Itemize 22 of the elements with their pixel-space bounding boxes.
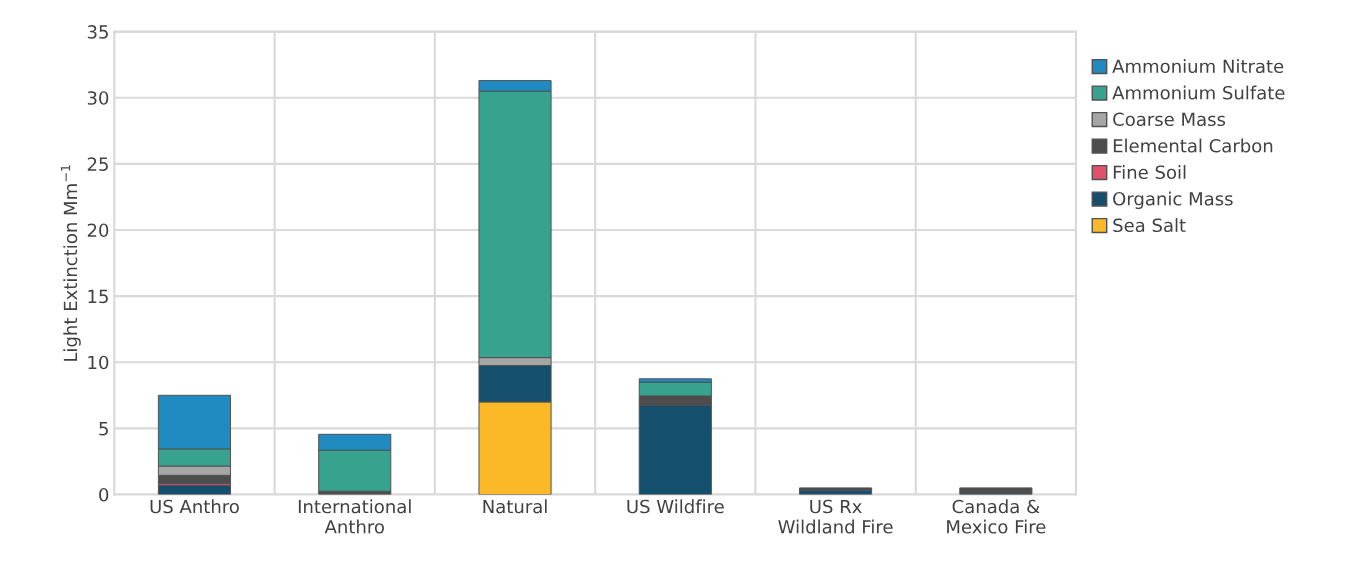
x-tick-label: US Rx Wildland Fire	[778, 499, 893, 534]
y-tick-label: 10	[88, 355, 109, 370]
x-tick-label: Natural	[483, 499, 547, 514]
legend-label: Ammonium Nitrate	[1112, 59, 1284, 74]
y-tick-label: 5	[99, 422, 108, 436]
x-tick-label: International Anthro	[298, 499, 411, 534]
y-tick-label: 0	[99, 487, 109, 502]
y-tick-label: 20	[87, 223, 109, 238]
y-tick-label: 15	[88, 289, 108, 304]
y-axis-title: Light Extinction Mm$^{−1}$	[60, 165, 81, 361]
legend-label: Sea Salt	[1113, 218, 1186, 233]
y-tick-label: 35	[87, 25, 108, 39]
x-tick-label: US Wildfire	[627, 499, 724, 514]
x-tick-label: Canada & Mexico Fire	[947, 499, 1046, 534]
y-tick-label: 30	[87, 91, 109, 105]
y-tick-label: 25	[87, 157, 108, 171]
legend-label: Coarse Mass	[1113, 112, 1226, 127]
legend-label: Elemental Carbon	[1113, 138, 1273, 153]
x-tick-label: US Anthro	[150, 499, 239, 514]
legend-label: Organic Mass	[1113, 191, 1233, 210]
legend-label: Ammonium Sulfate	[1112, 85, 1285, 100]
legend-label: Fine Soil	[1113, 165, 1186, 180]
